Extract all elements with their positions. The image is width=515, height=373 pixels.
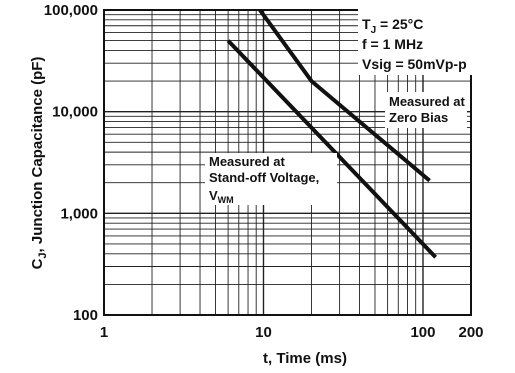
conditions-box: [358, 9, 499, 75]
plot-frame: [103, 9, 472, 316]
x-tick-labels: 1 10 100 200: [100, 324, 484, 341]
condition-frequency: f = 1 MHz: [362, 36, 423, 52]
zero-bias-label-line1: Measured at: [389, 94, 466, 109]
y-axis-title-subscript: J: [37, 252, 49, 258]
y-axis-title-main: C: [29, 258, 46, 269]
zero-bias-label-box: [385, 92, 467, 128]
y-tick-label: 100,000: [44, 2, 98, 19]
condition-temperature: TJ = 25°C: [362, 16, 423, 36]
y-tick-labels: 100 1,000 10,000 100,000: [44, 2, 98, 324]
y-axis-title: CJ, Junction Capacitance (pF): [29, 57, 49, 270]
standoff-label-line3: VWM: [209, 188, 234, 205]
series-line-standoff-voltage: [226, 39, 438, 259]
standoff-label-line2: Stand-off Voltage,: [209, 170, 319, 185]
series-layer: [226, 10, 438, 259]
y-axis-title-rest: , Junction Capacitance (pF): [29, 57, 46, 253]
x-tick-label: 200: [458, 324, 483, 341]
y-tick-label: 100: [73, 307, 98, 324]
y-tick-label: 1,000: [60, 205, 98, 222]
condition-signal-voltage: Vsig = 50mVp-p: [362, 56, 467, 72]
y-tick-label: 10,000: [52, 104, 98, 121]
x-tick-label: 1: [100, 324, 108, 341]
x-axis-title: t, Time (ms): [263, 350, 347, 367]
x-tick-label: 100: [410, 324, 435, 341]
x-tick-label: 10: [255, 324, 272, 341]
series-line-zero-bias: [258, 10, 431, 183]
standoff-label-line1: Measured at: [209, 154, 286, 169]
standoff-label-box: [205, 153, 337, 205]
zero-bias-label-line2: Zero Bias: [389, 110, 448, 125]
